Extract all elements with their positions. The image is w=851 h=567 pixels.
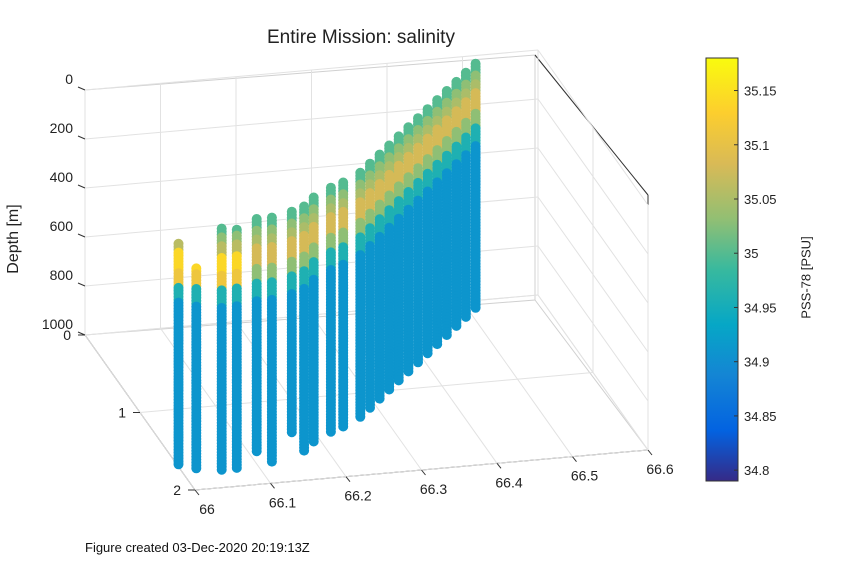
colorbar-tick-label: 34.85 <box>744 409 777 424</box>
depth-tick-mark <box>77 135 86 140</box>
profile-track <box>308 192 319 447</box>
profile-track <box>451 76 462 331</box>
profile-point <box>470 302 481 313</box>
colorbar-tick-label: 35.05 <box>744 192 777 207</box>
profile-track <box>460 67 471 322</box>
profile-point <box>325 426 336 437</box>
lon-tick-mark <box>270 483 275 489</box>
lon-tick-mark <box>572 456 577 462</box>
profile-point <box>374 393 385 404</box>
profile-point <box>286 427 297 438</box>
lon-tick-label: 66.1 <box>269 494 296 510</box>
profile-track <box>393 131 404 386</box>
profile-track <box>470 58 481 313</box>
profile-track <box>173 238 184 470</box>
y-tick-label: 0 <box>63 327 71 343</box>
lon-tick-mark <box>194 489 200 496</box>
profile-point <box>413 357 423 368</box>
profile-point <box>266 456 277 467</box>
lon-tick-label: 66.3 <box>420 481 447 497</box>
chart-title: Entire Mission: salinity <box>267 27 455 48</box>
profile-track <box>338 177 349 432</box>
axis-ticks: 0 200 400 600 800 1000 66 66.1 66.2 66.3 66.4 66.5 6… <box>42 71 674 517</box>
depth-tick-label: 200 <box>50 120 74 136</box>
profile-point <box>422 348 433 359</box>
profile-point <box>308 436 319 447</box>
lon-tick-label: 66.2 <box>344 488 371 504</box>
profile-track <box>191 263 202 474</box>
depth-tick-mark <box>77 184 86 189</box>
profile-track <box>432 95 443 350</box>
profile-point <box>231 462 242 473</box>
profile-track <box>422 104 433 359</box>
profile-point <box>251 446 262 457</box>
depth-tick-mark <box>77 86 86 91</box>
profile-track <box>365 158 375 413</box>
lon-tick-label: 66.6 <box>646 461 673 477</box>
profile-point <box>338 421 349 432</box>
lon-tick-mark <box>647 449 653 456</box>
depth-tick-label: 600 <box>50 218 74 234</box>
profile-track <box>374 149 385 404</box>
profile-track <box>325 182 336 437</box>
profiles-layer <box>173 58 481 475</box>
profile-point <box>191 463 202 474</box>
profile-point <box>299 445 310 456</box>
colorbar-tick-label: 35.15 <box>744 84 777 99</box>
profile-point <box>216 464 227 475</box>
profile-point <box>365 402 375 413</box>
lon-tick-mark <box>345 476 351 482</box>
profile-point <box>355 411 366 422</box>
lon-tick-label: 66 <box>199 501 215 517</box>
depth-tick-label: 0 <box>65 71 73 87</box>
profile-point <box>460 311 471 322</box>
colorbar <box>705 57 739 482</box>
profile-track <box>441 86 452 340</box>
colorbar-tick-label: 35 <box>744 246 758 261</box>
profile-track <box>286 206 297 438</box>
profile-track <box>413 113 423 368</box>
profile-track <box>266 212 277 467</box>
profile-track <box>231 224 242 473</box>
y-tick-label: 1 <box>118 405 126 421</box>
depth-tick-label: 400 <box>50 169 74 185</box>
depth-tick-label: 1000 <box>42 316 73 332</box>
depth-tick-label: 800 <box>50 267 74 283</box>
colorbar-tick-label: 34.95 <box>744 300 777 315</box>
lon-tick-mark <box>421 469 426 476</box>
profile-point <box>451 320 462 331</box>
colorbar-tick-label: 35.1 <box>744 138 769 153</box>
colorbar-tick-label: 34.9 <box>744 355 769 370</box>
lon-tick-label: 66.5 <box>571 468 598 484</box>
lon-tick-mark <box>496 463 502 469</box>
profile-track <box>384 140 395 395</box>
depth-tick-mark <box>77 282 86 287</box>
profile-track <box>299 201 310 456</box>
profile-point <box>432 339 443 350</box>
figure-footer: Figure created 03-Dec-2020 20:19:13Z <box>85 540 310 555</box>
profile-track <box>403 122 414 377</box>
lon-tick-label: 66.4 <box>495 474 522 490</box>
profile-point <box>403 366 414 377</box>
colorbar-ticks: 35.15 35.1 35.05 35 34.95 34.9 34.85 34.8 <box>734 84 777 478</box>
profile-track <box>251 214 262 457</box>
depth-tick-mark <box>77 233 86 238</box>
profile-track <box>216 223 227 475</box>
colorbar-tick-label: 34.8 <box>744 463 769 478</box>
profile-track <box>355 167 366 422</box>
profile-point <box>441 330 452 340</box>
profile-point <box>393 375 404 386</box>
profile-point <box>173 459 184 470</box>
profile-point <box>384 384 395 395</box>
y-tick-label: 2 <box>173 482 181 498</box>
